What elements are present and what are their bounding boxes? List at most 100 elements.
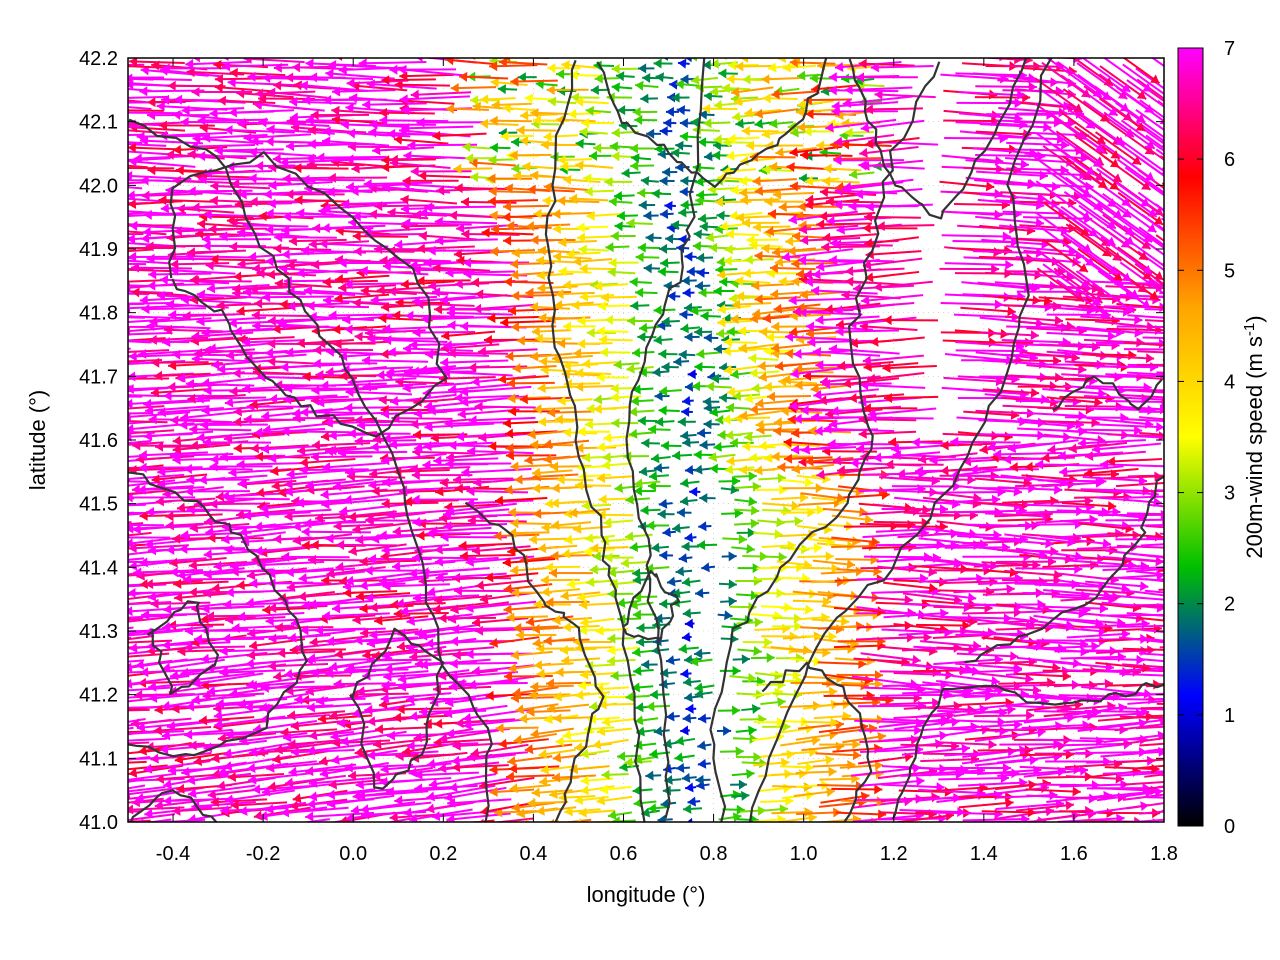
wind-arrow-head	[113, 705, 121, 715]
wind-arrow-head	[308, 791, 318, 802]
wind-arrow-head	[569, 764, 578, 775]
wind-arrow-shaft	[504, 820, 513, 822]
wind-arrow-head	[286, 824, 295, 834]
wind-arrow-shaft	[879, 811, 937, 816]
wind-arrow-shaft	[128, 813, 176, 822]
wind-arrow	[181, 761, 247, 777]
wind-arrow-head	[112, 595, 121, 605]
wind-arrow-shaft	[290, 748, 355, 754]
wind-arrow-shaft	[187, 784, 256, 796]
wind-arrow-head	[253, 810, 263, 821]
wind-arrow	[266, 761, 328, 773]
wind-arrow-shaft	[128, 468, 133, 471]
wind-arrow-shaft	[480, 801, 535, 814]
wind-arrow-head	[1217, 560, 1225, 570]
wind-arrow	[311, 821, 317, 822]
wind-arrow	[580, 785, 615, 796]
wind-arrow-shaft	[873, 520, 930, 524]
wind-arrow	[308, 776, 375, 788]
wind-arrow-shaft	[128, 658, 129, 661]
wind-arrow-shaft	[293, 674, 352, 678]
wind-arrow-shaft	[227, 773, 284, 779]
wind-arrow-head	[210, 796, 220, 807]
wind-arrow	[551, 772, 596, 783]
wind-arrow-head	[72, 543, 80, 553]
wind-arrow	[508, 763, 560, 774]
wind-arrow-head	[55, 779, 64, 789]
wind-arrow-shaft	[1059, 783, 1129, 788]
wind-arrow-head	[82, 476, 90, 486]
wind-arrow-head	[112, 482, 121, 492]
wind-arrow-head	[799, 768, 808, 779]
wind-arrow-head	[117, 729, 125, 739]
wind-arrow-head	[479, 818, 484, 822]
wind-arrow-head	[1206, 741, 1214, 751]
wind-arrow-head	[828, 766, 837, 777]
wind-arrow-shaft	[561, 818, 592, 822]
wind-arrow-shaft	[1102, 770, 1164, 775]
wind-arrow-head	[1220, 618, 1228, 628]
wind-arrow-shaft	[973, 714, 1035, 718]
wind-arrow-head	[1212, 740, 1220, 750]
wind-arrow-shaft	[858, 779, 925, 787]
wind-arrow	[448, 776, 514, 793]
wind-arrow-shaft	[1114, 758, 1164, 764]
wind-arrow-head	[874, 784, 883, 795]
wind-arrow-head	[67, 595, 76, 605]
wind-arrow-shaft	[962, 611, 1022, 615]
wind-arrow	[674, 752, 695, 763]
wind-arrow-head	[1166, 719, 1175, 729]
wind-arrow-head	[187, 814, 197, 822]
wind-arrow-head	[409, 813, 418, 822]
wind-arrow-head	[516, 808, 526, 819]
wind-arrow-head	[507, 756, 516, 767]
wind-arrow	[1136, 764, 1164, 770]
wind-arrow	[797, 755, 834, 766]
wind-arrow-shaft	[505, 774, 555, 778]
wind-arrow-head	[961, 743, 970, 754]
wind-arrow-head	[531, 787, 541, 798]
wind-arrow-shaft	[128, 521, 132, 524]
wind-arrow	[731, 768, 755, 779]
wind-arrow-shaft	[478, 776, 535, 788]
wind-arrow-head	[649, 748, 658, 759]
wind-arrow-head	[575, 818, 582, 822]
wind-arrow-head	[64, 490, 72, 500]
wind-arrow-shaft	[129, 824, 193, 834]
wind-arrow-head	[60, 639, 68, 649]
wind-arrow-head	[78, 660, 86, 670]
wind-arrow-shaft	[311, 821, 317, 822]
wind-arrow-shaft	[976, 603, 1046, 606]
wind-arrow-head	[110, 722, 119, 732]
wind-arrow	[780, 762, 814, 773]
wind-arrow	[128, 532, 130, 536]
wind-arrow-head	[426, 803, 435, 814]
wind-arrow-head	[1217, 522, 1225, 532]
wind-arrow-head	[779, 804, 789, 815]
wind-arrow-head	[98, 520, 106, 530]
wind-arrow	[386, 817, 411, 822]
wind-arrow-head	[1218, 747, 1226, 757]
wind-arrow-shaft	[256, 748, 316, 754]
wind-arrow-head	[79, 582, 87, 592]
wind-arrow-head	[59, 584, 68, 594]
wind-arrow-head	[877, 809, 887, 820]
wind-arrow-head	[172, 805, 181, 816]
wind-arrow	[128, 521, 132, 524]
wind-arrow-head	[67, 627, 75, 637]
wind-arrow-shaft	[996, 755, 1062, 764]
wind-arrow-head	[216, 780, 226, 791]
wind-arrow-head	[641, 807, 651, 818]
wind-arrow	[224, 789, 295, 805]
wind-arrow-head	[150, 753, 159, 764]
wind-arrow-shaft	[958, 801, 1014, 809]
wind-arrow-head	[1169, 595, 1177, 605]
wind-arrow-head	[248, 774, 257, 785]
wind-arrow	[1146, 796, 1164, 799]
wind-arrow	[72, 543, 130, 553]
wind-arrow-shaft	[918, 788, 986, 795]
wind-arrow	[687, 796, 701, 807]
wind-arrow	[128, 801, 129, 804]
wind-arrow	[223, 755, 293, 771]
wind-arrow-shaft	[1104, 766, 1160, 771]
